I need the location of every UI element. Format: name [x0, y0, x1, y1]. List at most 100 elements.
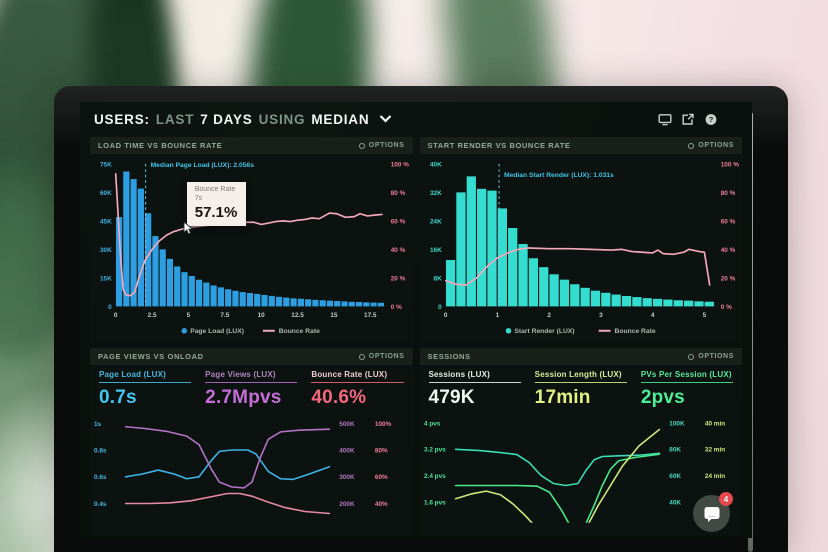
- help-icon[interactable]: ?: [704, 113, 718, 126]
- sessions-chart[interactable]: 4 pvs 3.2 pvs 2.4 pvs 1.6 pvs 100K 40 min 80K 3…: [420, 412, 743, 529]
- metric-row: Page Load (LUX) 0.7s Page Views (LUX) 2.…: [90, 365, 413, 412]
- svg-text:40K: 40K: [669, 499, 681, 506]
- metric-underline: [205, 382, 298, 383]
- svg-text:Median Start Render (LUX): 1.0: Median Start Render (LUX): 1.031s: [504, 172, 614, 179]
- chat-button[interactable]: 4: [693, 492, 733, 532]
- svg-text:?: ?: [709, 115, 714, 124]
- bounce-rate-tooltip: Bounce Rate 7s 57.1%: [183, 182, 247, 235]
- svg-text:0.4s: 0.4s: [94, 501, 107, 508]
- page-title[interactable]: USERS: LAST 7 DAYS USING MEDIAN: [94, 112, 392, 127]
- gear-icon: [688, 353, 695, 360]
- svg-text:4: 4: [650, 312, 654, 319]
- panel-header: START RENDER VS BOUNCE RATE OPTIONS: [419, 137, 742, 154]
- metric-underline: [99, 382, 192, 383]
- svg-text:40 min: 40 min: [704, 420, 724, 427]
- svg-text:3: 3: [599, 312, 603, 319]
- svg-text:60 %: 60 %: [720, 218, 735, 225]
- svg-text:30K: 30K: [100, 247, 112, 254]
- title-last: LAST: [155, 111, 195, 127]
- svg-text:40 %: 40 %: [391, 247, 406, 254]
- svg-text:3.2 pvs: 3.2 pvs: [423, 447, 445, 454]
- svg-text:17.5: 17.5: [364, 312, 377, 319]
- svg-text:24K: 24K: [430, 218, 442, 225]
- svg-text:100 %: 100 %: [391, 161, 409, 168]
- dashboard-screen: USERS: LAST 7 DAYS USING MEDIAN: [80, 102, 752, 538]
- share-icon[interactable]: [681, 113, 695, 126]
- svg-text:32K: 32K: [430, 190, 442, 197]
- svg-text:8K: 8K: [433, 275, 442, 282]
- svg-text:0: 0: [108, 304, 112, 311]
- svg-text:1: 1: [495, 312, 499, 319]
- svg-text:0.8s: 0.8s: [94, 447, 107, 454]
- gear-icon: [688, 142, 695, 149]
- options-button[interactable]: OPTIONS: [358, 353, 405, 360]
- svg-text:45K: 45K: [100, 218, 112, 225]
- svg-text:80K: 80K: [669, 447, 681, 454]
- metric-row: Sessions (LUX) 479K Session Length (LUX)…: [420, 365, 743, 412]
- laptop: USERS: LAST 7 DAYS USING MEDIAN: [54, 86, 788, 552]
- svg-text:5: 5: [187, 312, 191, 319]
- options-button[interactable]: OPTIONS: [358, 142, 405, 149]
- chat-bubble-icon: [704, 506, 719, 522]
- notification-badge: 4: [719, 492, 733, 506]
- svg-text:80%: 80%: [375, 447, 388, 454]
- svg-text:Bounce Rate: Bounce Rate: [279, 328, 320, 335]
- svg-text:80 %: 80 %: [720, 190, 735, 197]
- mouse-cursor-icon: [183, 222, 194, 235]
- svg-text:200K: 200K: [339, 501, 355, 508]
- display-icon[interactable]: [658, 113, 672, 126]
- svg-text:80 %: 80 %: [391, 190, 406, 197]
- panel-grid: LOAD TIME VS BOUNCE RATE OPTIONS 75K 60K 4…: [80, 134, 752, 536]
- svg-text:Page Load (LUX): Page Load (LUX): [190, 328, 244, 335]
- svg-text:0: 0: [114, 312, 118, 319]
- metric-bounce-rate: Bounce Rate (LUX) 40.6%: [311, 370, 404, 409]
- panel-title: PAGE VIEWS VS ONLOAD: [98, 352, 204, 361]
- metric-underline: [311, 382, 404, 383]
- chevron-down-icon[interactable]: [379, 115, 392, 123]
- page-views-chart[interactable]: 1s 0.8s 0.6s 0.4s 500K 100% 400K 80% 300K 60% 200K…: [90, 412, 413, 529]
- svg-text:16K: 16K: [430, 247, 442, 254]
- panel-title: LOAD TIME VS BOUNCE RATE: [98, 141, 223, 150]
- svg-text:40%: 40%: [375, 501, 388, 508]
- metric-underline: [640, 382, 734, 383]
- svg-text:1s: 1s: [94, 421, 102, 428]
- panel-sessions: SESSIONS OPTIONS Sessions (LUX) 479K: [419, 348, 743, 536]
- title-days: 7 DAYS: [200, 111, 253, 127]
- metric-page-load: Page Load (LUX) 0.7s: [99, 370, 192, 409]
- dashboard-header: USERS: LAST 7 DAYS USING MEDIAN: [80, 102, 752, 134]
- metric-sessions: Sessions (LUX) 479K: [428, 370, 521, 409]
- svg-text:0: 0: [438, 304, 442, 311]
- start-render-chart[interactable]: 40K 32K 24K 16K 8K 0 100 % 80 % 60 % 40 % 20 % 0 % 0…: [420, 154, 743, 342]
- svg-text:40 %: 40 %: [720, 247, 735, 254]
- svg-text:40K: 40K: [430, 161, 442, 168]
- header-actions: ?: [658, 113, 718, 126]
- title-users: USERS:: [94, 111, 150, 127]
- svg-text:4 pvs: 4 pvs: [423, 420, 440, 427]
- svg-text:10: 10: [258, 312, 266, 319]
- title-median: MEDIAN: [311, 111, 370, 127]
- svg-text:1.6 pvs: 1.6 pvs: [423, 499, 445, 506]
- panel-header: LOAD TIME VS BOUNCE RATE OPTIONS: [90, 137, 413, 154]
- svg-text:2: 2: [547, 312, 551, 319]
- svg-text:24 min: 24 min: [704, 473, 724, 480]
- load-time-chart[interactable]: 75K 60K 45K 30K 15K 0 100 % 80 % 60 % 40 % 20 % 0 %…: [90, 154, 413, 342]
- svg-text:100 %: 100 %: [720, 161, 738, 168]
- svg-text:15: 15: [330, 312, 338, 319]
- options-button[interactable]: OPTIONS: [688, 142, 734, 149]
- svg-text:500K: 500K: [339, 421, 355, 428]
- svg-text:0.6s: 0.6s: [94, 474, 107, 481]
- panel-header: PAGE VIEWS VS ONLOAD OPTIONS: [90, 348, 413, 365]
- svg-text:60 %: 60 %: [391, 218, 406, 225]
- metric-underline: [534, 382, 627, 383]
- svg-text:60K: 60K: [669, 473, 681, 480]
- metric-session-length: Session Length (LUX) 17min: [534, 370, 627, 409]
- svg-text:60%: 60%: [375, 474, 388, 481]
- options-button[interactable]: OPTIONS: [688, 353, 734, 360]
- svg-text:7.5: 7.5: [220, 312, 229, 319]
- metric-page-views: Page Views (LUX) 2.7Mpvs: [205, 370, 298, 409]
- svg-text:100%: 100%: [375, 421, 392, 428]
- svg-text:32 min: 32 min: [704, 447, 724, 454]
- panel-page-views: PAGE VIEWS VS ONLOAD OPTIONS Page Load (…: [90, 348, 413, 536]
- panel-header: SESSIONS OPTIONS: [419, 348, 742, 365]
